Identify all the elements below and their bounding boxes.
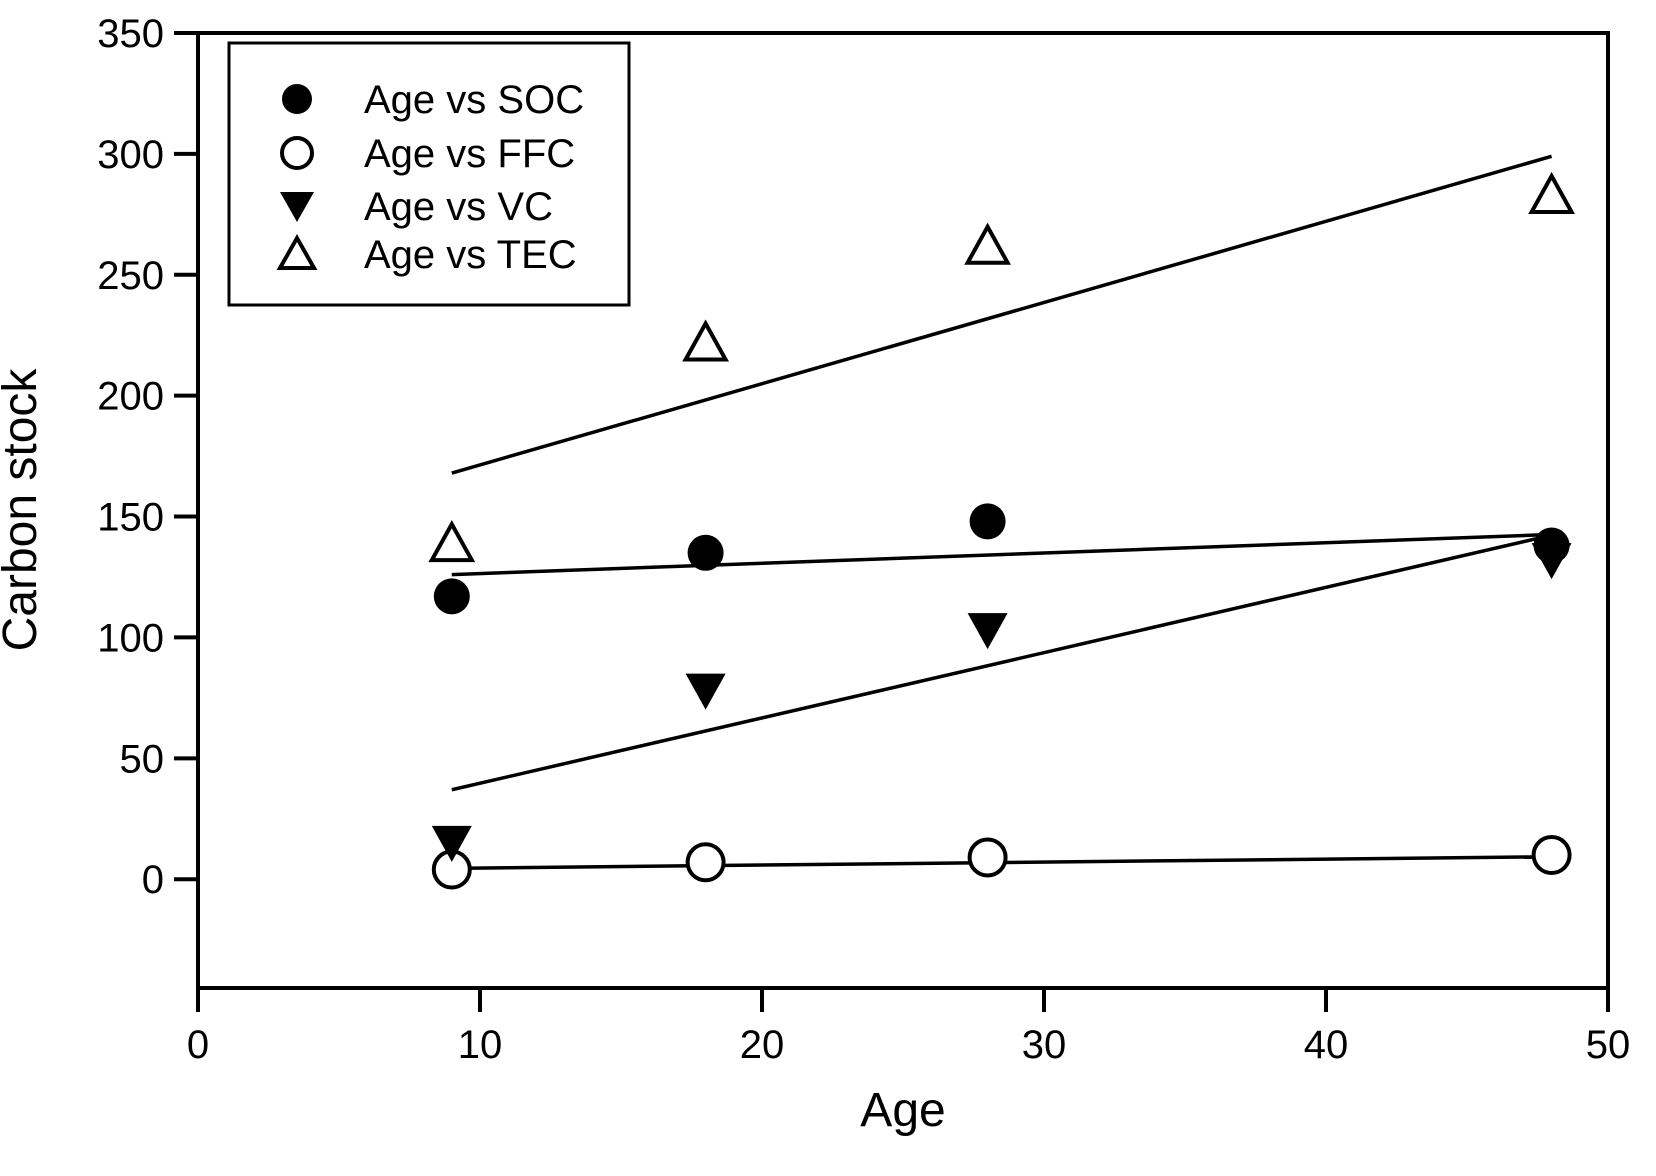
y-tick-label: 350 [97,12,164,56]
trend-line-age-vs-vc [451,535,1544,792]
legend-marker-vc [280,192,314,222]
legend-row: Age vs VC [280,185,553,229]
marker-soc-0 [433,578,470,615]
marker-vc-1 [685,673,726,710]
legend-label: Age vs TEC [364,233,577,277]
x-tick-label: 20 [740,1023,785,1067]
legend-box [227,41,631,307]
legend-row: Age vs TEC [276,233,577,277]
y-axis-title: Carbon stock [0,368,47,652]
x-tick-label: 10 [458,1023,503,1067]
legend-label: Age vs SOC [364,78,584,122]
plot-frame [196,31,1610,990]
legend-label: Age vs VC [364,185,553,229]
y-tick-label: 0 [142,858,164,902]
legend-marker-tec [276,233,318,270]
y-tick-label: 200 [97,375,164,419]
y-tick-label: 100 [97,616,164,660]
data-markers [428,171,1575,890]
x-tick-label: 0 [187,1023,209,1067]
y-tick-label: 250 [97,254,164,298]
marker-soc-2 [969,503,1006,540]
marker-vc-2 [967,613,1008,650]
x-tick-label: 30 [1022,1023,1067,1067]
trend-lines [451,154,1553,871]
x-tick-label: 50 [1586,1023,1631,1067]
trend-line-age-vs-soc [451,532,1547,577]
marker-soc-1 [687,534,724,571]
marker-vc-3 [1531,543,1572,580]
x-axis-title: Age [860,1084,945,1137]
marker-ffc-3 [1531,835,1572,876]
legend-marker-soc [282,84,312,114]
trend-line-age-vs-tec [451,154,1553,475]
legend-label: Age vs FFC [364,132,575,176]
marker-tec-0 [428,520,476,563]
axis-ticks: 0 10 20 30 40 50 0 50 100 150 200 250 300 350 [97,12,1630,1067]
y-tick-label: 50 [120,737,165,781]
marker-ffc-1 [685,842,726,883]
marker-tec-1 [682,319,729,362]
marker-ffc-2 [967,837,1008,878]
marker-vc-0 [431,825,472,862]
y-tick-label: 300 [97,133,164,177]
marker-tec-2 [964,222,1011,265]
marker-tec-3 [1528,171,1575,214]
legend-row: Age vs SOC [282,78,584,122]
legend-row: Age vs FFC [280,132,575,176]
y-tick-label: 150 [97,496,164,540]
x-tick-label: 40 [1304,1023,1349,1067]
legend-marker-ffc [280,136,314,170]
